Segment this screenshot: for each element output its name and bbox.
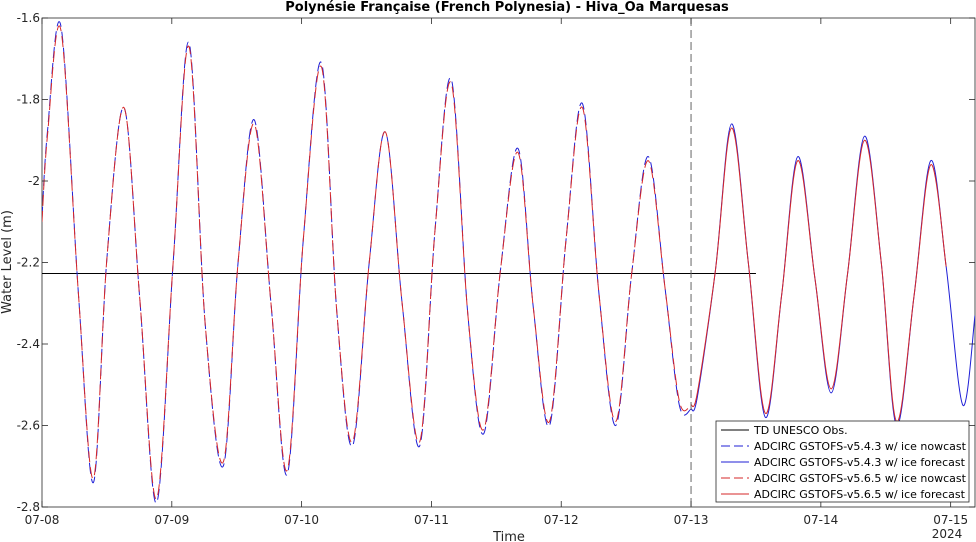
- x-tick-label: 07-09: [154, 513, 189, 527]
- x-tick-label: 07-13: [674, 513, 709, 527]
- y-tick-label: -2: [28, 174, 40, 188]
- series-line-3: [690, 123, 975, 427]
- x-tick-label: 07-11: [414, 513, 449, 527]
- y-tick-label: -1.6: [17, 11, 40, 25]
- x-tick-label: 07-15: [933, 513, 968, 527]
- series-line-4: [42, 25, 692, 500]
- y-tick-label: -1.8: [17, 93, 40, 107]
- legend-label-5: ADCIRC GSTOFS-v5.6.5 w/ ice forecast: [754, 488, 966, 501]
- legend-label-2: ADCIRC GSTOFS-v5.4.3 w/ ice nowcast: [754, 440, 967, 453]
- y-axis-title: Water Level (m): [0, 210, 15, 314]
- y-tick-label: -2.6: [17, 419, 40, 433]
- legend-box: [715, 420, 970, 503]
- x-tick-label: 07-08: [25, 513, 60, 527]
- x-tick-label: 07-14: [803, 513, 838, 527]
- y-axis: -2.8 -2.6 -2.4 -2.2 -2 -1.8 -1.6: [17, 11, 975, 514]
- y-tick-label: -2.8: [17, 500, 40, 514]
- x-year-label: 2024: [932, 527, 963, 541]
- legend: TD UNESCO Obs. ADCIRC GSTOFS-v5.4.3 w/ ic…: [715, 420, 970, 503]
- x-axis: 07-08 07-09 07-10 07-11 07-12 07-13 07-14 07-15: [25, 18, 968, 527]
- series-line-5: [690, 127, 947, 422]
- chart-title: Polynésie Française (French Polynesia) -…: [285, 0, 729, 15]
- legend-label-4: ADCIRC GSTOFS-v5.6.5 w/ ice nowcast: [754, 472, 967, 485]
- legend-label-3: ADCIRC GSTOFS-v5.4.3 w/ ice forecast: [754, 456, 966, 469]
- series-layer: [42, 21, 975, 504]
- x-tick-label: 07-12: [544, 513, 579, 527]
- x-axis-title: Time: [492, 530, 525, 542]
- legend-label-1: TD UNESCO Obs.: [753, 424, 848, 437]
- y-tick-label: -2.2: [17, 256, 40, 270]
- x-tick-label: 07-10: [284, 513, 319, 527]
- y-tick-label: -2.4: [17, 337, 40, 351]
